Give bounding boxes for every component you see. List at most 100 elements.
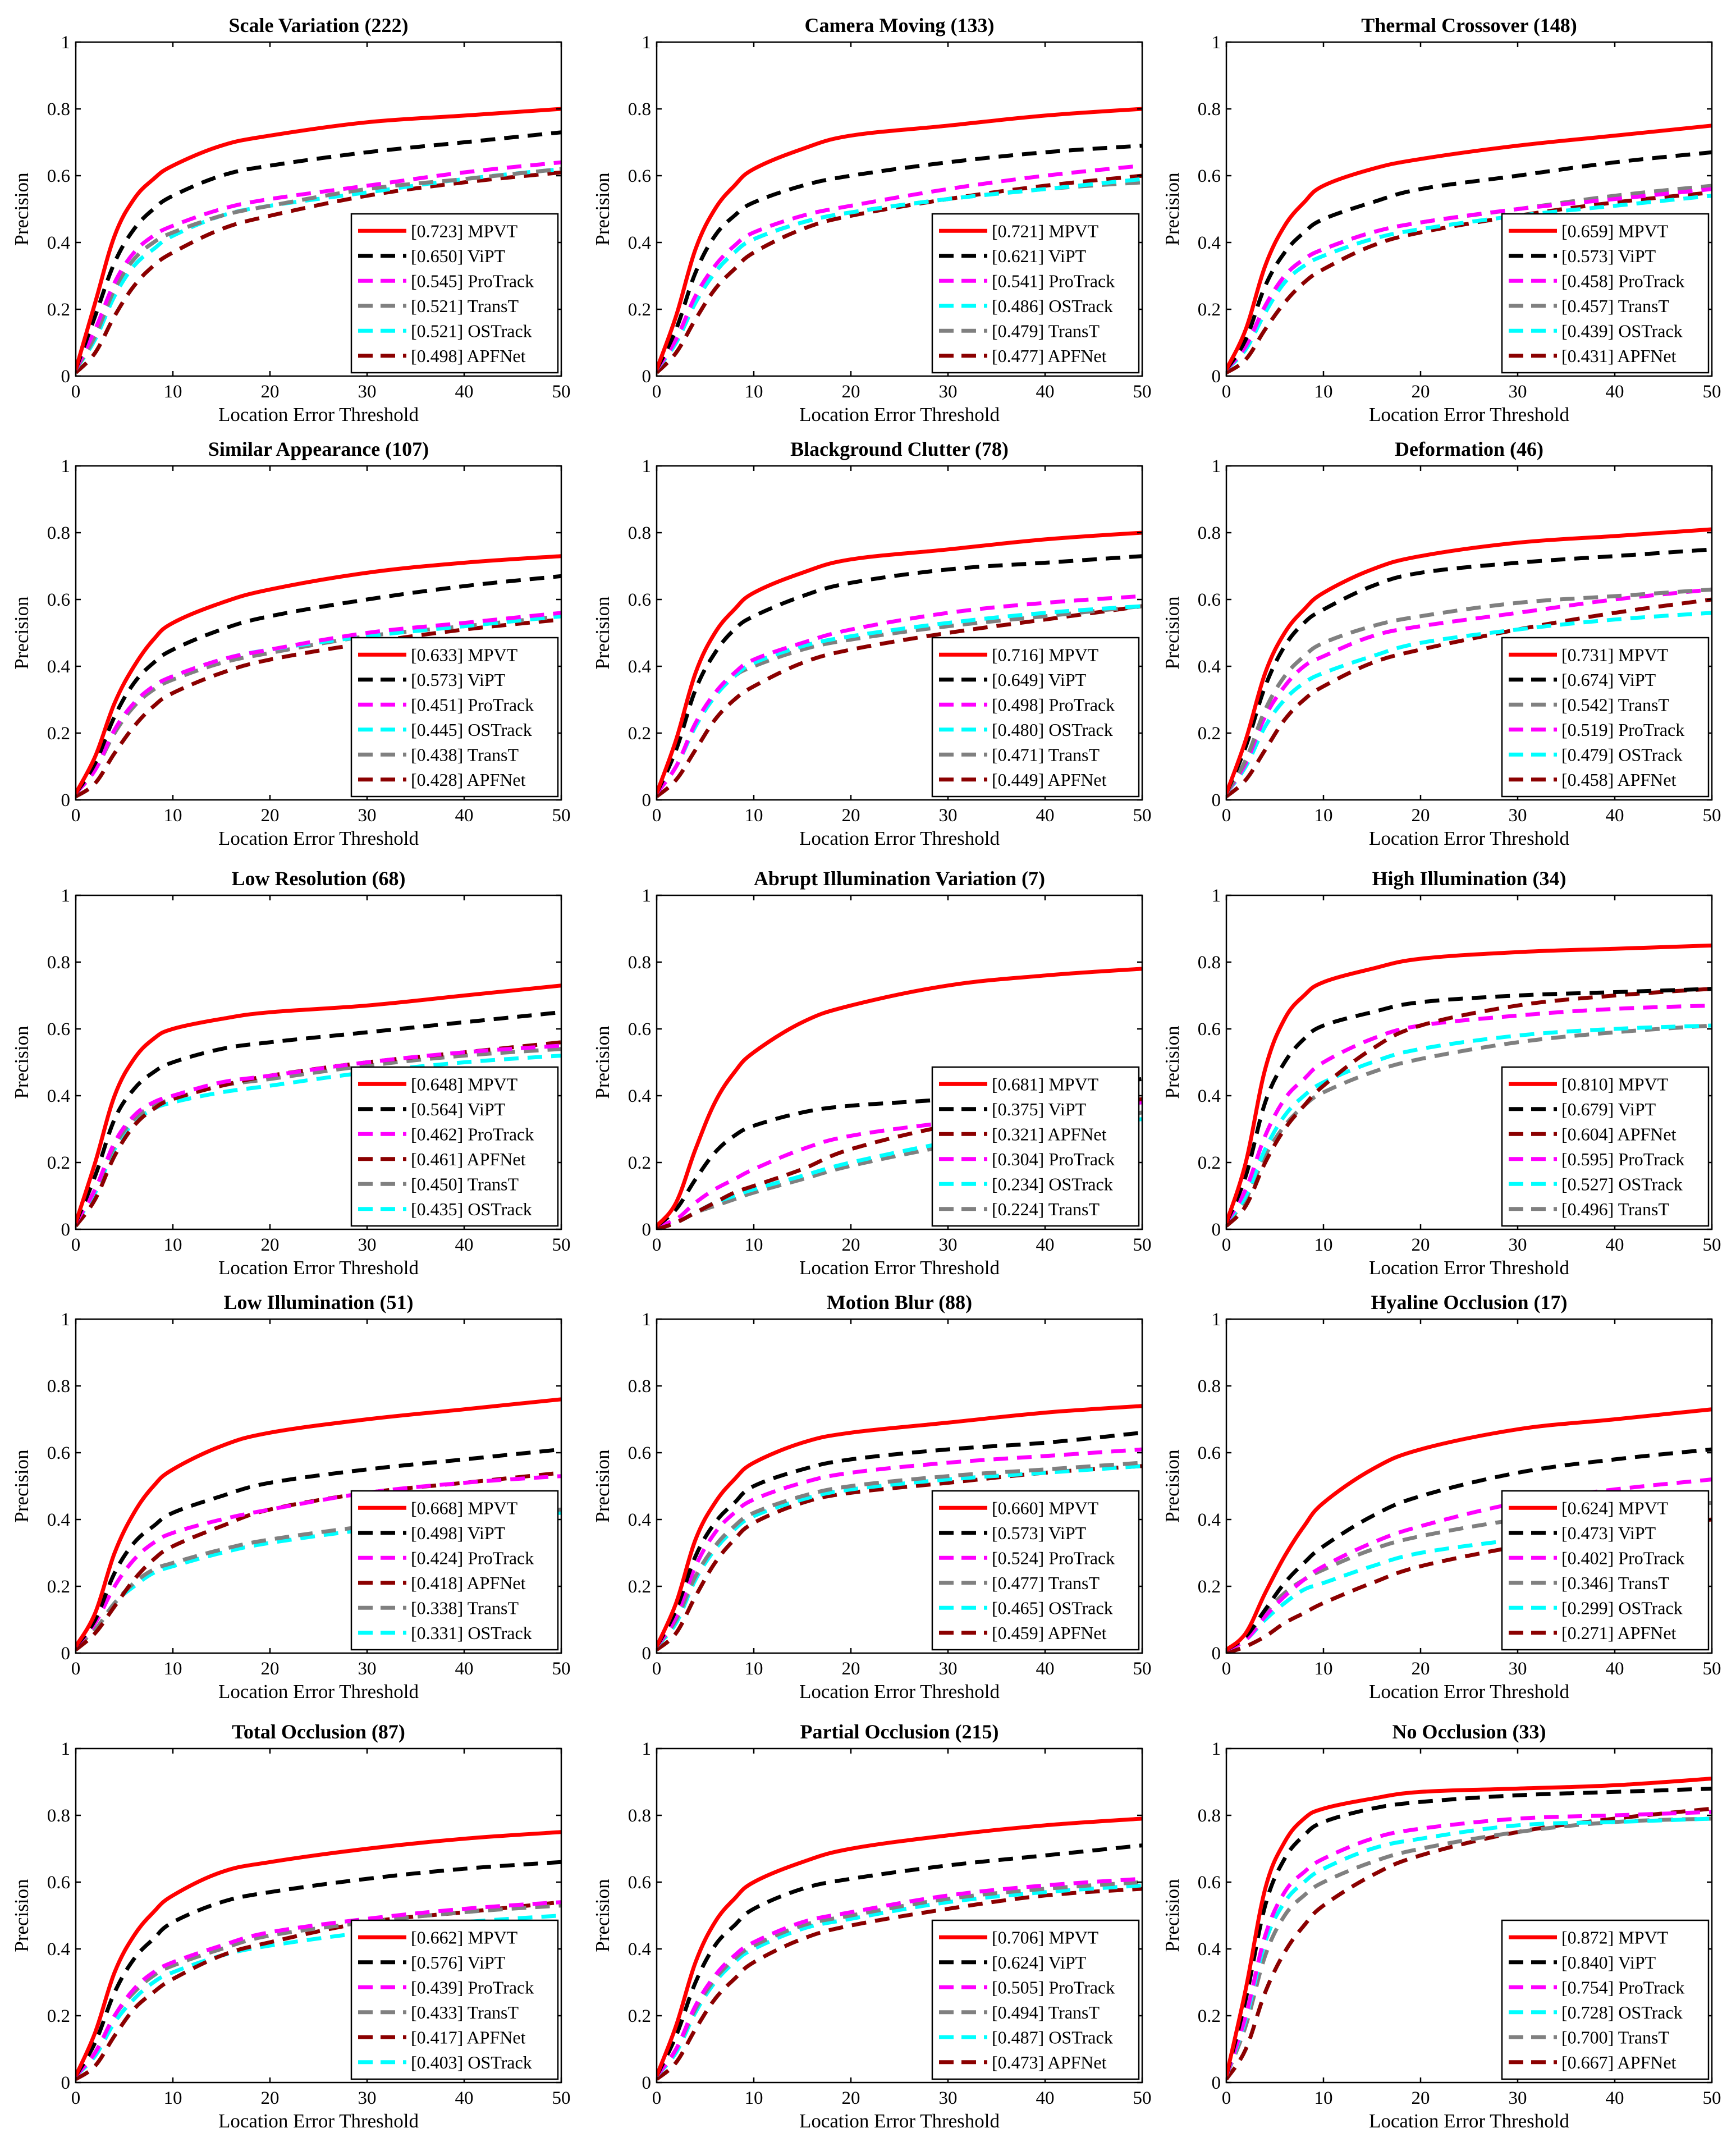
y-tick-label: 0.6 — [47, 1443, 70, 1463]
y-tick-label: 1 — [642, 1310, 652, 1330]
y-tick-label: 0 — [1212, 1220, 1221, 1240]
subplot-5: Blackground Clutter (78) 0 10 20 30 40 50 0 0.2 0… — [592, 438, 1152, 849]
x-tick-label: 40 — [1606, 1235, 1624, 1255]
y-axis-label: Precision — [11, 172, 33, 245]
legend-box — [931, 1490, 1140, 1651]
y-tick-label: 0.4 — [628, 1939, 651, 1960]
x-tick-label: 20 — [842, 2088, 860, 2108]
legend-entry: [0.573] ViPT — [992, 1523, 1087, 1543]
legend: [0.872] MPVT [0.840] ViPT [0.754] ProTrack… — [1501, 1919, 1710, 2080]
x-tick-label: 50 — [1133, 2088, 1152, 2108]
x-tick-label: 40 — [1036, 806, 1055, 826]
series-line-apfnet — [657, 1887, 1142, 2081]
legend-box — [350, 1066, 559, 1227]
legend-entry: [0.524] ProTrack — [992, 1548, 1115, 1568]
legend-entry: [0.716] MPVT — [992, 644, 1099, 665]
x-tick-label: 20 — [842, 806, 860, 826]
y-axis-label: Precision — [1161, 1449, 1183, 1522]
x-tick-label: 20 — [261, 806, 280, 826]
y-tick-label: 0.4 — [628, 1086, 651, 1106]
y-tick-label: 0.4 — [47, 1939, 70, 1960]
series-line-apfnet — [657, 173, 1142, 374]
x-tick-label: 20 — [1412, 2088, 1430, 2108]
x-tick-label: 0 — [652, 806, 662, 826]
legend-entry: [0.521] OSTrack — [411, 321, 532, 341]
x-tick-label: 0 — [1222, 806, 1231, 826]
series-lines — [76, 983, 561, 1228]
y-axis-label: Precision — [11, 1449, 33, 1522]
legend-box — [350, 213, 559, 374]
series-line-mpvt — [1226, 123, 1712, 370]
axes-box — [75, 894, 562, 1230]
legend-entry: [0.872] MPVT — [1561, 1927, 1669, 1947]
subplot-8: Abrupt Illumination Variation (7)0 10 20 30… — [592, 867, 1152, 1279]
y-tick-label: 0.6 — [47, 590, 70, 610]
subplot-12: Hyaline Occlusion (17) 0 10 20 30 40 50 0 0.2 0.4… — [1161, 1291, 1721, 1703]
x-tick-label: 0 — [71, 2088, 81, 2108]
x-tick-label: 10 — [164, 382, 182, 402]
legend-entry: [0.331] OSTrack — [411, 1623, 532, 1643]
legend: [0.662] MPVT [0.576] ViPT [0.439] ProTrack… — [350, 1919, 559, 2080]
axes-box — [1225, 41, 1713, 377]
subplot-4: Similar Appearance (107) 0 10 20 30 40 50 0 0.2 0… — [11, 438, 571, 849]
subplot-title: Similar Appearance (107) — [208, 438, 429, 460]
legend-entry: [0.498] ViPT — [411, 1523, 506, 1543]
series-line-mpvt — [657, 107, 1142, 370]
x-tick-label: 10 — [745, 382, 763, 402]
y-tick-label: 0.6 — [1198, 1443, 1221, 1463]
series-line-apfnet — [1226, 987, 1712, 1228]
series-line-ostrack — [1226, 1521, 1712, 1652]
y-tick-label: 0.4 — [47, 233, 70, 253]
legend-entry: [0.576] ViPT — [411, 1952, 506, 1972]
x-tick-label: 40 — [1036, 2088, 1055, 2108]
y-tick-label: 0.4 — [628, 657, 651, 677]
subplot-title: Scale Variation (222) — [229, 14, 409, 36]
y-tick-label: 0.4 — [1198, 1086, 1221, 1106]
legend-entry: [0.573] ViPT — [411, 670, 506, 690]
series-line-vipt — [76, 574, 561, 795]
series-line-mpvt — [76, 983, 561, 1224]
series-line-apfnet — [657, 604, 1142, 798]
x-tick-label: 10 — [1314, 2088, 1333, 2108]
x-tick-label: 0 — [71, 1659, 81, 1679]
legend-entry: [0.450] TransT — [411, 1174, 519, 1194]
x-tick-label: 20 — [1412, 806, 1430, 826]
legend-box — [350, 1490, 559, 1651]
series-line-vipt — [1226, 150, 1712, 371]
series-line-protrack — [76, 1044, 561, 1224]
legend-entry: [0.304] ProTrack — [992, 1149, 1115, 1169]
subplot-14: Partial Occlusion (215) 0 10 20 30 40 50 0 0.2 0.… — [592, 1720, 1152, 2132]
series-line-apfnet — [76, 1900, 561, 2081]
series-line-vipt — [76, 1447, 561, 1648]
y-tick-label: 0.6 — [628, 590, 651, 610]
x-tick-label: 0 — [1222, 382, 1231, 402]
x-tick-label: 0 — [652, 1235, 662, 1255]
y-tick-label: 0.6 — [47, 166, 70, 186]
legend-entry: [0.723] MPVT — [411, 221, 518, 241]
y-axis-label: Precision — [11, 1879, 33, 1952]
legend-entry: [0.458] APFNet — [1561, 770, 1677, 790]
series-line-vipt — [657, 144, 1142, 370]
x-axis-label: Location Error Threshold — [799, 827, 1000, 849]
series-line-transt — [657, 1461, 1142, 1648]
x-tick-label: 30 — [939, 1235, 958, 1255]
y-tick-label: 0.8 — [1198, 1806, 1221, 1826]
y-tick-label: 0 — [61, 790, 71, 811]
series-line-vipt — [657, 554, 1142, 794]
series-line-protrack — [76, 611, 561, 795]
legend-entry: [0.459] APFNet — [992, 1623, 1107, 1643]
x-axis-label: Location Error Threshold — [1369, 1257, 1570, 1279]
subplot-title: Motion Blur (88) — [827, 1291, 972, 1314]
subplot-title: Camera Moving (133) — [805, 14, 995, 36]
y-tick-label: 1 — [1212, 886, 1221, 906]
legend: [0.810] MPVT [0.679] ViPT [0.604] APFNet [0… — [1501, 1066, 1710, 1227]
x-tick-label: 0 — [71, 806, 81, 826]
x-tick-label: 50 — [1133, 1659, 1152, 1679]
axes-box — [1225, 894, 1713, 1230]
x-tick-label: 50 — [1703, 382, 1721, 402]
x-tick-label: 30 — [358, 806, 377, 826]
x-tick-label: 40 — [455, 2088, 474, 2108]
subplot-title: Low Illumination (51) — [223, 1291, 413, 1314]
y-tick-label: 0.8 — [1198, 523, 1221, 543]
x-tick-label: 10 — [1314, 806, 1333, 826]
